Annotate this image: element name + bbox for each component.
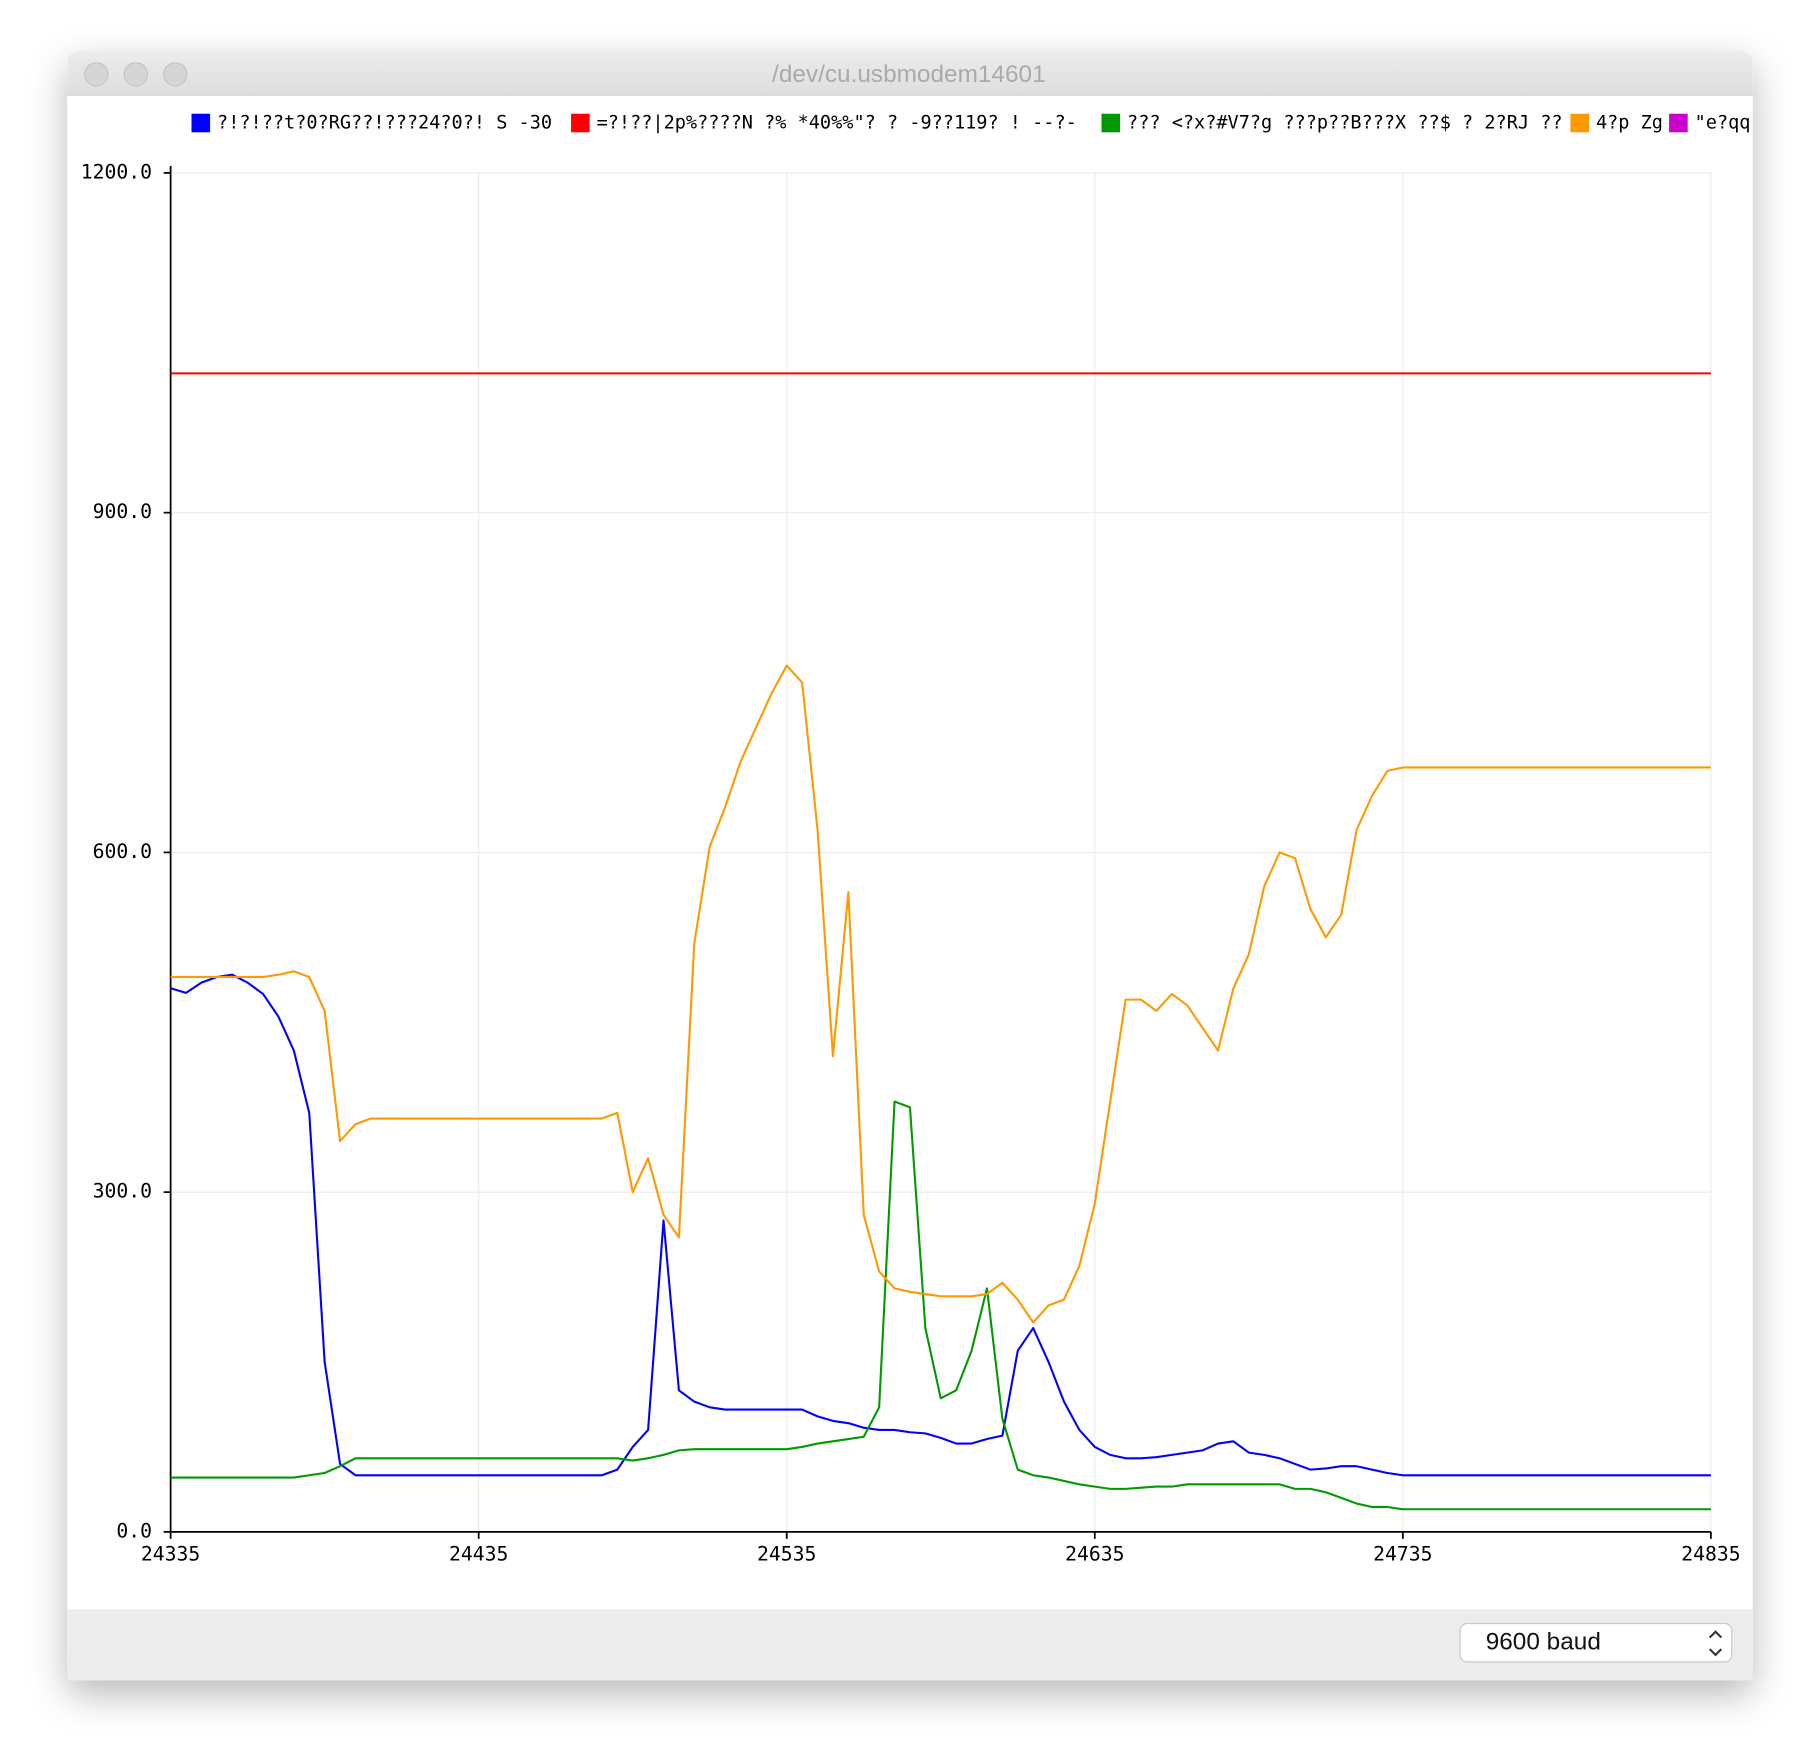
x-tick-label: 24735	[1373, 1543, 1432, 1566]
plot: 0.0 300.0 600.0 900.0 1200.0 24335 24435 24535 2…	[81, 160, 1741, 1565]
x-tick-label: 24535	[757, 1543, 816, 1566]
minimize-button[interactable]	[123, 62, 148, 87]
x-tick-label: 24435	[449, 1543, 508, 1566]
window	[67, 51, 1753, 1681]
window-title: /dev/cu.usbmodem14601	[772, 61, 1046, 88]
y-tick-label: 1200.0	[81, 160, 152, 183]
legend-label: =?!??|2p%????N ?% *40%%"? ? -9??119? ! -…	[597, 113, 1077, 134]
legend-label: 4?p Zg	[1596, 113, 1663, 134]
title-bar	[67, 51, 1753, 96]
x-tick-label: 24335	[141, 1543, 200, 1566]
legend-label: ?!?!??t?0?RG??!???24?0?! S -30	[217, 113, 552, 134]
y-tick-label: 600.0	[93, 840, 152, 863]
legend: ?!?!??t?0?RG??!???24?0?! S -30 =?!??|2p%?…	[191, 113, 1751, 134]
series-line	[170, 664, 1711, 1324]
legend-label: "e?qq	[1695, 113, 1751, 134]
legend-swatch	[571, 113, 590, 133]
legend-swatch	[191, 113, 211, 133]
y-tick-label: 900.0	[93, 500, 152, 523]
series-line	[170, 1100, 1711, 1511]
y-tick-label: 300.0	[93, 1180, 152, 1203]
baud-select[interactable]	[1459, 1622, 1733, 1663]
legend-swatch	[1669, 113, 1688, 133]
bottom-bar-shape	[67, 1609, 1753, 1681]
x-tick-label: 24635	[1065, 1543, 1124, 1566]
legend-label: ??? <?x?#V7?g ???p??B???X ??$ ? 2?RJ ??	[1127, 113, 1563, 134]
select-chevrons	[1708, 1630, 1723, 1657]
legend-swatch	[1101, 113, 1121, 133]
legend-swatch	[1570, 113, 1590, 133]
y-tick-label: 0.0	[116, 1519, 152, 1542]
x-tick-label: 24835	[1681, 1543, 1740, 1566]
zoom-button[interactable]	[163, 62, 188, 87]
series-line	[170, 973, 1711, 1477]
close-button[interactable]	[84, 62, 109, 87]
baud-select-label: 9600 baud	[1486, 1629, 1601, 1656]
